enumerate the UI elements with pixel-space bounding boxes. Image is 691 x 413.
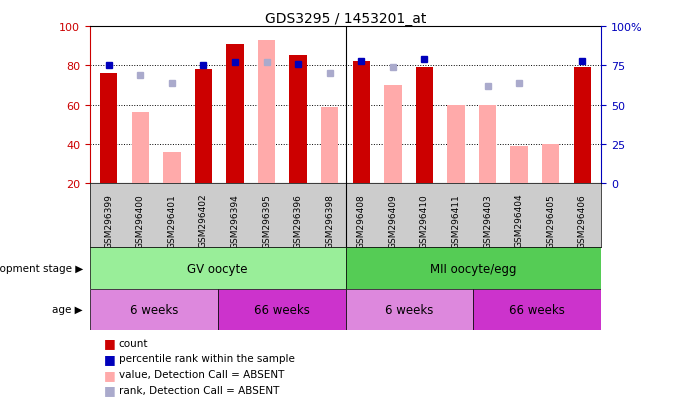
Text: GSM296399: GSM296399 [104, 193, 113, 248]
Text: count: count [119, 338, 149, 348]
Text: 6 weeks: 6 weeks [385, 303, 434, 316]
Bar [195, 70, 212, 184]
Bar [90, 289, 218, 330]
Text: GSM296401: GSM296401 [167, 193, 176, 248]
Bar [218, 289, 346, 330]
Bar [542, 145, 559, 184]
Text: rank, Detection Call = ABSENT: rank, Detection Call = ABSENT [119, 385, 279, 395]
Text: GDS3295 / 1453201_at: GDS3295 / 1453201_at [265, 12, 426, 26]
Text: value, Detection Call = ABSENT: value, Detection Call = ABSENT [119, 369, 284, 379]
Bar [132, 113, 149, 184]
Text: GSM296408: GSM296408 [357, 193, 366, 248]
Bar [346, 248, 601, 289]
Text: ■: ■ [104, 383, 115, 396]
Bar [352, 62, 370, 184]
Bar [384, 86, 401, 184]
Bar [447, 105, 464, 184]
Bar [511, 147, 528, 184]
Text: 66 weeks: 66 weeks [509, 303, 565, 316]
Text: ■: ■ [104, 336, 115, 349]
Bar [574, 68, 591, 184]
Text: development stage ▶: development stage ▶ [0, 263, 83, 273]
Text: GSM296403: GSM296403 [483, 193, 492, 248]
Text: GSM296411: GSM296411 [451, 193, 460, 248]
Text: percentile rank within the sample: percentile rank within the sample [119, 354, 295, 363]
Bar [290, 56, 307, 184]
Bar [346, 289, 473, 330]
Bar [90, 248, 346, 289]
Bar [258, 40, 275, 184]
Text: GSM296406: GSM296406 [578, 193, 587, 248]
Bar [100, 74, 117, 184]
Bar [321, 107, 339, 184]
Text: GSM296400: GSM296400 [136, 193, 145, 248]
Bar [416, 68, 433, 184]
Text: GSM296410: GSM296410 [420, 193, 429, 248]
Text: GSM296404: GSM296404 [515, 193, 524, 248]
Text: MII oocyte/egg: MII oocyte/egg [430, 262, 517, 275]
Text: GSM296398: GSM296398 [325, 193, 334, 248]
Text: GV oocyte: GV oocyte [187, 262, 248, 275]
Bar [163, 152, 180, 184]
Text: 6 weeks: 6 weeks [129, 303, 178, 316]
Text: GSM296396: GSM296396 [294, 193, 303, 248]
Text: ■: ■ [104, 368, 115, 381]
Text: 66 weeks: 66 weeks [254, 303, 310, 316]
Text: GSM296402: GSM296402 [199, 193, 208, 248]
Bar [227, 45, 244, 184]
Text: age ▶: age ▶ [53, 305, 83, 315]
Text: GSM296405: GSM296405 [546, 193, 555, 248]
Text: ■: ■ [104, 352, 115, 365]
Text: GSM296395: GSM296395 [262, 193, 271, 248]
Bar [473, 289, 601, 330]
Bar [479, 105, 496, 184]
Text: GSM296409: GSM296409 [388, 193, 397, 248]
Text: GSM296394: GSM296394 [231, 193, 240, 248]
